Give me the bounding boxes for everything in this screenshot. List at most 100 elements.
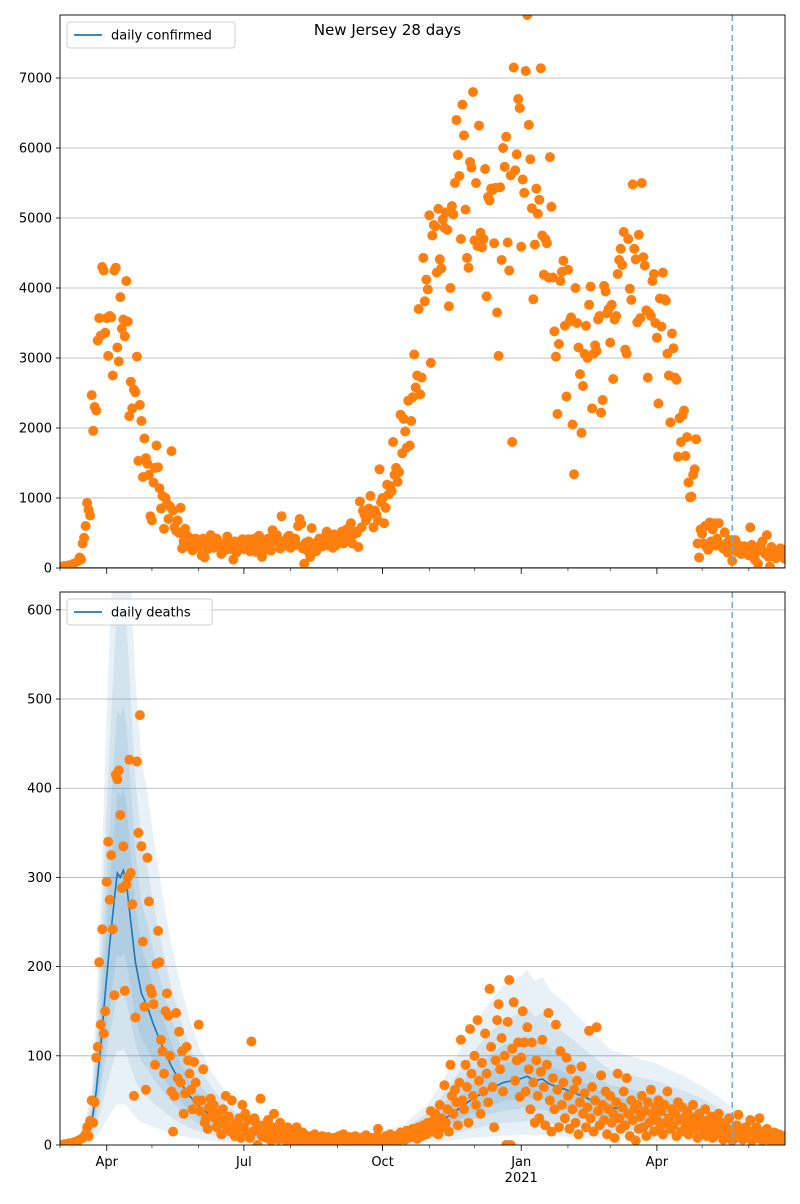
data-point (561, 391, 572, 402)
data-point (85, 510, 96, 521)
data-point (131, 351, 142, 362)
data-point (638, 252, 649, 263)
data-point (587, 403, 598, 414)
data-point (162, 988, 172, 999)
data-point (537, 1034, 548, 1045)
data-point (109, 990, 120, 1001)
data-point (181, 1041, 192, 1052)
data-point (617, 1102, 628, 1113)
data-point (630, 254, 641, 265)
data-point (154, 483, 165, 494)
data-point (474, 1075, 484, 1086)
data-point (659, 1099, 670, 1110)
data-point (569, 1084, 579, 1095)
data-point (112, 774, 123, 785)
data-point (119, 985, 130, 996)
data-point (143, 469, 154, 480)
data-point (612, 269, 623, 279)
data-point (639, 260, 650, 271)
data-point (671, 374, 682, 385)
data-point (139, 1001, 150, 1012)
data-point (558, 255, 569, 266)
data-point (626, 294, 637, 305)
data-point (159, 1068, 169, 1079)
data-point (91, 1052, 102, 1063)
data-point (469, 1050, 480, 1061)
plot-area (60, 592, 785, 1145)
data-point (186, 1084, 197, 1095)
data-point (269, 1108, 279, 1119)
data-point (513, 94, 524, 104)
data-point (493, 999, 504, 1010)
data-point (713, 518, 724, 529)
data-point (620, 1120, 631, 1131)
data-point (422, 284, 433, 295)
data-point (751, 1122, 762, 1133)
data-point (547, 1073, 558, 1084)
data-point (480, 164, 491, 174)
data-point (184, 1068, 195, 1079)
data-point (478, 1086, 489, 1097)
data-point (454, 1077, 465, 1088)
data-point (553, 339, 564, 349)
data-point (201, 1113, 212, 1124)
data-point (380, 502, 391, 513)
data-point (511, 149, 522, 160)
data-point (563, 1090, 573, 1101)
data-point (523, 1064, 534, 1075)
data-point (484, 195, 495, 206)
data-point (763, 551, 774, 562)
data-point (507, 437, 518, 447)
data-point (226, 1095, 237, 1106)
data-point (602, 1129, 613, 1140)
y-tick-label: 500 (27, 693, 52, 708)
data-point (276, 511, 287, 522)
data-point (434, 254, 445, 265)
data-point (466, 1068, 477, 1079)
data-point (570, 1117, 581, 1128)
y-tick-label: 5000 (19, 212, 52, 227)
y-tick-label: 6000 (19, 142, 52, 157)
data-point (468, 87, 478, 97)
data-point (196, 1095, 207, 1106)
data-point (520, 1086, 531, 1097)
data-point (100, 327, 111, 338)
data-point (764, 561, 775, 568)
data-point (217, 1104, 228, 1115)
data-point (534, 1113, 545, 1124)
data-point (576, 427, 587, 438)
data-point (460, 204, 471, 215)
y-tick-label: 7000 (19, 72, 52, 87)
data-point (455, 1034, 466, 1045)
data-point (541, 238, 552, 249)
data-point (433, 203, 444, 214)
data-point (127, 899, 138, 910)
data-point (553, 1122, 564, 1133)
data-point (745, 522, 756, 533)
data-point (275, 1117, 286, 1128)
data-point (76, 554, 87, 565)
data-point (446, 201, 457, 212)
x-year-label: 2021 (505, 1171, 538, 1186)
data-point (146, 988, 157, 999)
data-point (591, 346, 602, 356)
data-point (139, 433, 150, 444)
data-point (154, 957, 165, 968)
plot-area (60, 15, 785, 568)
data-point (683, 477, 694, 488)
data-point (478, 234, 489, 244)
data-point (80, 521, 91, 531)
data-point (541, 1059, 552, 1070)
data-point (263, 1115, 273, 1125)
data-point (95, 1019, 106, 1030)
data-point (436, 263, 447, 274)
data-point (433, 1129, 444, 1140)
data-point (498, 143, 509, 153)
data-point (558, 1077, 569, 1088)
data-point (780, 1134, 785, 1145)
data-point (606, 299, 617, 310)
data-point (686, 491, 697, 502)
data-point (98, 1028, 109, 1039)
data-point (172, 515, 183, 526)
data-point (492, 1015, 503, 1026)
